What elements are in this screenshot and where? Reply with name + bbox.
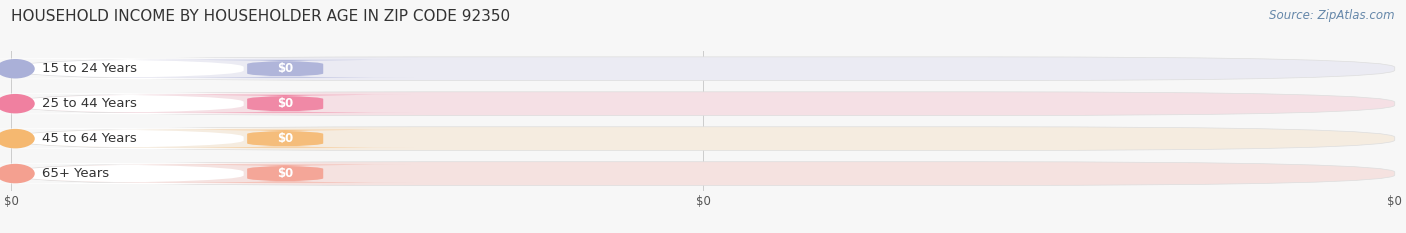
Text: 45 to 64 Years: 45 to 64 Years	[42, 132, 136, 145]
FancyBboxPatch shape	[0, 93, 361, 114]
Text: $0: $0	[277, 167, 294, 180]
FancyBboxPatch shape	[157, 130, 413, 147]
FancyBboxPatch shape	[11, 57, 1395, 81]
FancyBboxPatch shape	[11, 162, 1395, 185]
Text: 65+ Years: 65+ Years	[42, 167, 108, 180]
FancyBboxPatch shape	[11, 92, 1395, 116]
FancyBboxPatch shape	[157, 165, 413, 182]
Text: HOUSEHOLD INCOME BY HOUSEHOLDER AGE IN ZIP CODE 92350: HOUSEHOLD INCOME BY HOUSEHOLDER AGE IN Z…	[11, 9, 510, 24]
Ellipse shape	[0, 129, 35, 148]
FancyBboxPatch shape	[0, 128, 361, 149]
Text: $0: $0	[277, 62, 294, 75]
Text: 25 to 44 Years: 25 to 44 Years	[42, 97, 136, 110]
FancyBboxPatch shape	[157, 60, 413, 78]
FancyBboxPatch shape	[11, 127, 1395, 151]
Text: $0: $0	[277, 132, 294, 145]
FancyBboxPatch shape	[0, 58, 361, 79]
Text: 15 to 24 Years: 15 to 24 Years	[42, 62, 136, 75]
FancyBboxPatch shape	[0, 163, 361, 184]
Ellipse shape	[0, 164, 35, 183]
Text: $0: $0	[277, 97, 294, 110]
Text: Source: ZipAtlas.com: Source: ZipAtlas.com	[1270, 9, 1395, 22]
Ellipse shape	[0, 59, 35, 79]
Ellipse shape	[0, 94, 35, 113]
FancyBboxPatch shape	[157, 95, 413, 113]
